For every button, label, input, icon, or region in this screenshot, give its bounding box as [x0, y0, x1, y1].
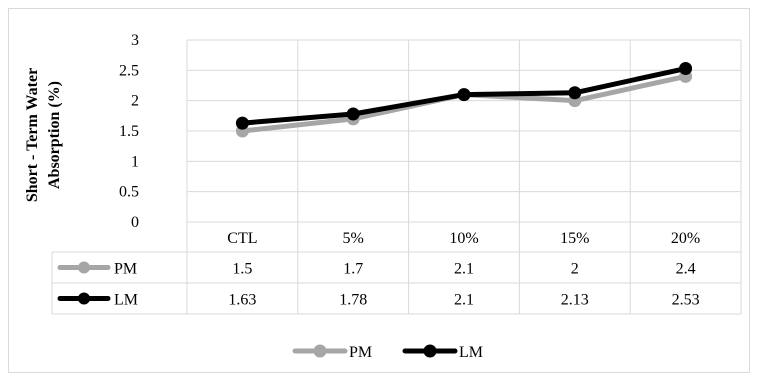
category-label: 10% — [449, 230, 478, 247]
category-label: 20% — [671, 230, 700, 247]
y-axis-ticks: 0 0.5 1 1.5 2 2.5 3 — [119, 32, 139, 231]
table-cell-value: 2 — [571, 261, 579, 278]
y-tick-label: 0 — [131, 214, 139, 231]
table-cell-value: 1.78 — [339, 292, 367, 309]
y-tick-label: 0.5 — [119, 184, 139, 201]
y-tick-label: 3 — [131, 32, 139, 49]
category-label: 5% — [343, 230, 364, 247]
y-tick-label: 2.5 — [119, 62, 139, 79]
category-label: CTL — [227, 230, 257, 247]
data-point-lm — [679, 62, 693, 76]
table-cell-value: 2.1 — [454, 261, 474, 278]
table-cell-value: 2.13 — [561, 292, 589, 309]
legend-label-pm: PM — [349, 344, 372, 361]
category-label: 15% — [560, 230, 589, 247]
y-axis-title-line1: Short - Term Water — [24, 68, 41, 202]
y-tick-label: 1.5 — [119, 123, 139, 140]
y-tick-label: 2 — [131, 93, 139, 110]
table-cell-value: 1.63 — [228, 292, 256, 309]
table-cell-value: 2.53 — [672, 292, 700, 309]
legend-label-lm: LM — [459, 344, 483, 361]
table-series-name: PM — [114, 261, 137, 278]
legend-key-marker-lm — [423, 344, 437, 358]
legend: PM LM — [292, 344, 483, 361]
table-cell-value: 2.1 — [454, 292, 474, 309]
data-point-lm — [235, 116, 249, 130]
y-tick-label: 1 — [131, 153, 139, 170]
legend-key-marker-pm — [313, 344, 327, 358]
gridlines — [187, 39, 741, 223]
table-key-marker-pm — [78, 261, 90, 274]
data-table: CTL 5% 10% 15% 20% PM 1.5 1.7 2.1 2 2.4 LM 1.63 1.78 2… — [51, 40, 742, 315]
table-cell-value: 1.7 — [343, 261, 363, 278]
y-axis-title-line2: Absorption (%) — [46, 81, 63, 189]
table-series-name: LM — [114, 292, 138, 309]
data-point-lm — [346, 107, 360, 121]
chart-border — [8, 8, 750, 373]
series-lines — [235, 62, 693, 138]
table-key-marker-lm — [78, 292, 90, 305]
table-cell-value: 1.5 — [232, 261, 252, 278]
data-point-lm — [457, 88, 471, 102]
table-cell-value: 2.4 — [676, 261, 696, 278]
data-point-lm — [568, 86, 582, 100]
